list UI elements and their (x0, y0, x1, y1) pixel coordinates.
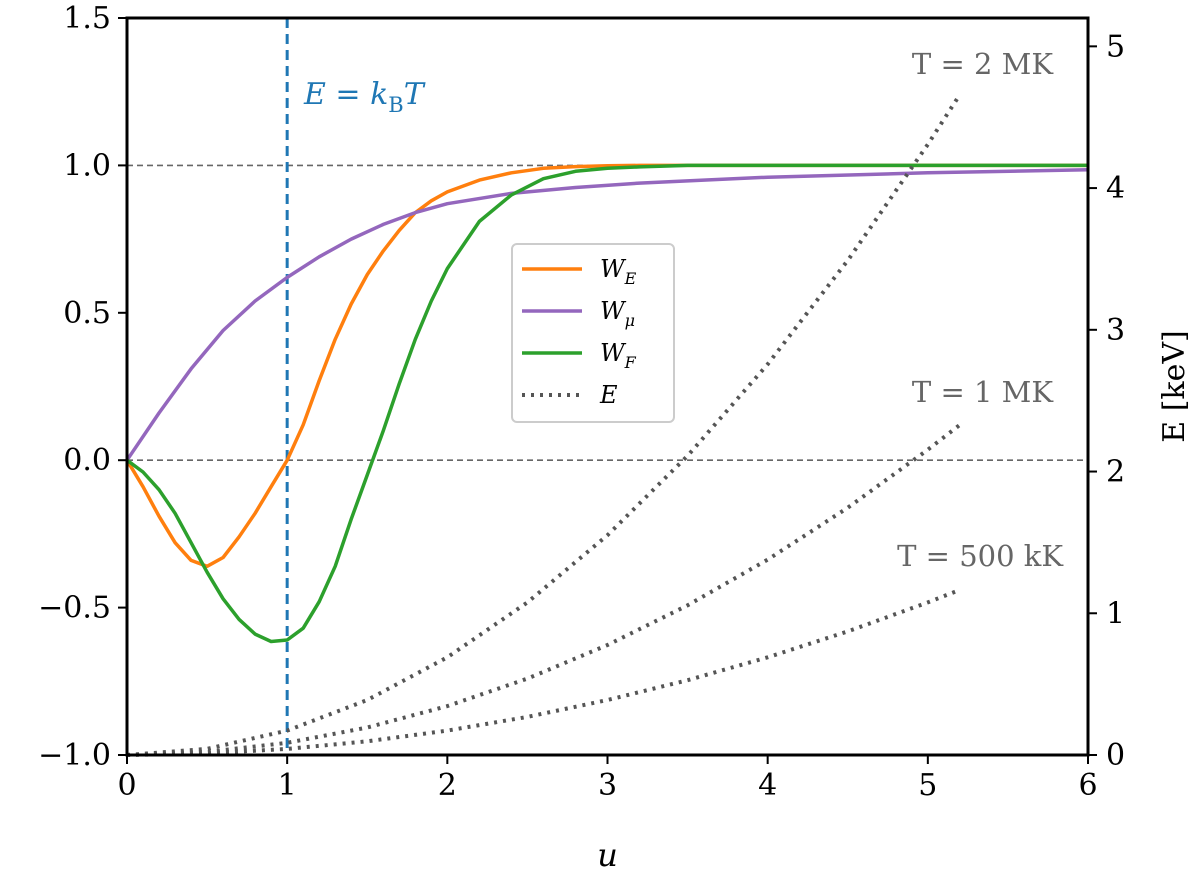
curve-label-0: T = 2 MK (912, 47, 1054, 81)
legend-label-2: WF (600, 339, 637, 372)
kbt-sub: B (388, 93, 403, 117)
legend-label-1: Wμ (600, 297, 635, 330)
legend-label-main: W (600, 339, 627, 367)
x-tick-label: 4 (758, 768, 777, 803)
curve-label-2: T = 500 kK (897, 539, 1064, 573)
y-left-tick-label: 1.0 (63, 148, 111, 183)
legend-label-main: W (600, 255, 627, 283)
series-line-1 (125, 168, 1089, 462)
x-tick-label: 5 (918, 768, 937, 803)
x-axis-label: u (597, 836, 618, 874)
x-tick-label: 6 (1078, 768, 1097, 803)
y-right-tick-label: 1 (1106, 596, 1125, 631)
right-axis-label: E [keV] (1157, 330, 1192, 442)
y-left-tick-label: −0.5 (38, 591, 111, 626)
annotations: E = kBT T = 2 MK T = 1 MK T = 500 kK (303, 47, 1064, 573)
series-e-curve-0 (126, 93, 962, 757)
series-e-curve-1 (126, 423, 962, 757)
y-left-tick-label: 1.5 (63, 1, 111, 36)
legend-label-sub: μ (625, 311, 635, 330)
legend-label-main: E (599, 381, 618, 409)
series-layer (125, 93, 1089, 757)
legend-frame (511, 243, 675, 423)
y-right-tick-label: 0 (1106, 738, 1125, 773)
y-right-tick-label: 3 (1106, 313, 1125, 348)
legend-label-main: W (600, 297, 627, 325)
y-right-tick-label: 5 (1106, 29, 1125, 64)
legend-label-sub: F (624, 353, 637, 372)
x-tick-label: 2 (438, 768, 457, 803)
legend-label-3: E (599, 381, 618, 409)
series-line-0 (125, 163, 1088, 569)
y-right-tick-label: 2 (1106, 455, 1125, 490)
series-e-curve-2 (126, 588, 961, 757)
x-tick-label: 0 (117, 768, 136, 803)
curve-label-1: T = 1 MK (912, 375, 1054, 409)
legend-label-0: WE (600, 255, 637, 288)
y-left-tick-label: −1.0 (38, 738, 111, 773)
kbt-main: E = k (303, 77, 388, 112)
y-left-tick-label: 0.0 (63, 443, 111, 478)
x-tick-label: 1 (278, 768, 297, 803)
x-tick-label: 3 (598, 768, 617, 803)
ticks: 0 1 2 3 4 5 6 −1.0 −0.5 0.0 0.5 1.0 1.5 0 1 2 3 4 5 u E [keV… (38, 1, 1192, 874)
y-right-tick-label: 4 (1106, 171, 1125, 206)
y-left-tick-label: 0.5 (63, 296, 111, 331)
kbt-annotation: E = kBT (303, 77, 426, 117)
legend-label-sub: E (624, 269, 637, 288)
kbt-end: T (404, 77, 426, 112)
series-line-2 (125, 163, 1088, 644)
